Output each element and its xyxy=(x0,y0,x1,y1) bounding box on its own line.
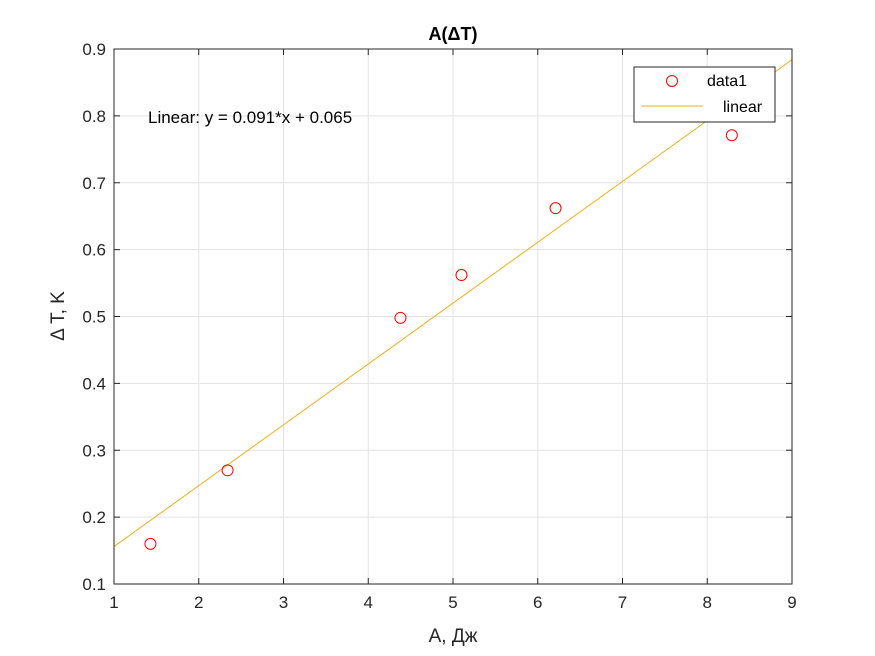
fit-equation-annotation: Linear: y = 0.091*x + 0.065 xyxy=(148,108,352,127)
y-ticks: 0.1 0.2 0.3 0.4 0.5 0.6 0.7 0.8 0.9 xyxy=(82,40,792,594)
y-tick-label: 0.9 xyxy=(82,40,106,59)
x-tick-label: 1 xyxy=(109,593,118,612)
legend-label-linear: linear xyxy=(723,99,763,116)
x-tick-label: 9 xyxy=(787,593,796,612)
y-tick-label: 0.2 xyxy=(82,508,106,527)
y-tick-label: 0.6 xyxy=(82,241,106,260)
data-points xyxy=(144,129,738,550)
y-tick-label: 0.1 xyxy=(82,575,106,594)
x-ticks: 1 2 3 4 5 6 7 8 9 xyxy=(109,49,797,612)
y-axis-label: Δ T, K xyxy=(48,291,69,341)
y-tick-label: 0.5 xyxy=(82,308,106,327)
fit-line-linear xyxy=(113,59,793,547)
y-tick-label: 0.3 xyxy=(82,441,106,460)
x-tick-label: 6 xyxy=(533,593,542,612)
x-axis-label: A, Дж xyxy=(429,626,478,647)
x-tick-label: 4 xyxy=(364,593,373,612)
x-tick-label: 2 xyxy=(194,593,203,612)
data-point xyxy=(144,537,157,550)
chart-title: A(ΔT) xyxy=(429,24,478,44)
data-point xyxy=(455,269,468,282)
x-tick-label: 7 xyxy=(618,593,627,612)
data-point xyxy=(725,129,738,142)
legend-marker-data1 xyxy=(666,75,678,87)
legend-label-data1: data1 xyxy=(707,73,747,90)
legend: data1 linear xyxy=(633,66,776,123)
y-tick-label: 0.7 xyxy=(82,174,106,193)
x-tick-label: 3 xyxy=(279,593,288,612)
x-tick-label: 5 xyxy=(448,593,457,612)
y-tick-label: 0.8 xyxy=(82,107,106,126)
y-tick-label: 0.4 xyxy=(82,374,106,393)
x-tick-label: 8 xyxy=(703,593,712,612)
data-point xyxy=(221,464,234,477)
legend-box xyxy=(633,66,776,123)
fit-line-group xyxy=(113,59,793,547)
data-point xyxy=(394,311,407,324)
data-point xyxy=(549,202,562,215)
